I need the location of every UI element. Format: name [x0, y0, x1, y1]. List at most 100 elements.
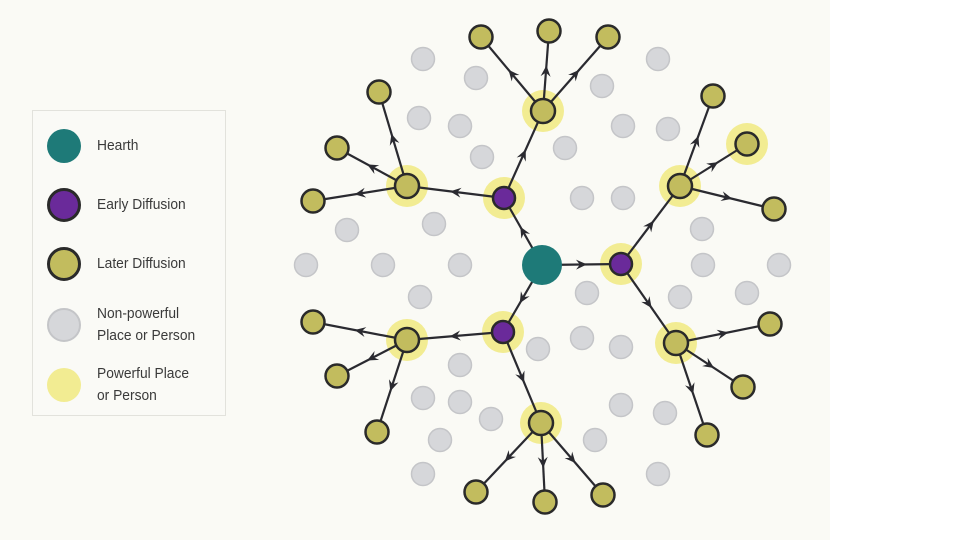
- non-powerful-node: [447, 252, 473, 278]
- arrow-head-icon: [575, 259, 587, 270]
- arrow-head-icon: [564, 451, 576, 464]
- later-diffusion-node: [366, 79, 392, 105]
- early-diffusion-node: [490, 319, 516, 345]
- arrow-head-icon: [716, 329, 729, 340]
- arrow-head-icon: [702, 357, 715, 369]
- arrow-head-icon: [537, 456, 548, 468]
- non-powerful-node: [610, 185, 636, 211]
- non-powerful-node: [734, 280, 760, 306]
- arrow-head-icon: [515, 370, 525, 383]
- later-diffusion-node: [300, 309, 326, 335]
- arrow-head-icon: [689, 135, 700, 148]
- non-powerful-node: [589, 73, 615, 99]
- non-powerful-node: [689, 216, 715, 242]
- non-powerful-node: [552, 135, 578, 161]
- arrow-head-icon: [508, 69, 520, 82]
- early-diffusion-node: [608, 251, 634, 277]
- arrow-head-icon: [516, 149, 526, 162]
- non-powerful-node: [447, 389, 473, 415]
- arrow-head-icon: [685, 382, 695, 395]
- non-powerful-node: [410, 385, 436, 411]
- non-powerful-node: [645, 461, 671, 487]
- diffusion-network: [293, 18, 792, 515]
- arrow-head-icon: [706, 162, 719, 173]
- hearth-node: [522, 245, 562, 285]
- later-diffusion-node: [666, 172, 694, 200]
- later-diffusion-node: [590, 482, 616, 508]
- hearth-swatch-icon: [47, 129, 81, 163]
- later-diffusion-node: [463, 479, 489, 505]
- arrow-head-icon: [354, 327, 367, 337]
- arrow-head-icon: [450, 187, 462, 198]
- later-diffusion-node: [734, 131, 760, 157]
- arrow-head-icon: [641, 296, 652, 309]
- non-powerful-node: [463, 65, 489, 91]
- legend-item-early-diffusion: Early Diffusion: [47, 188, 193, 222]
- non-powerful-node: [478, 406, 504, 432]
- arrow-head-icon: [388, 379, 399, 392]
- later-diffusion-node: [300, 188, 326, 214]
- powerful-swatch-icon: [47, 368, 81, 402]
- arrow-head-icon: [643, 220, 654, 233]
- later-diffusion-node: [761, 196, 787, 222]
- non-powerful-node: [370, 252, 396, 278]
- legend-label: Hearth: [97, 137, 139, 154]
- non-powerful-node: [574, 280, 600, 306]
- non-powerful-node: [427, 427, 453, 453]
- legend-label: Powerful Place or Person: [97, 365, 190, 404]
- non-powerful-node: [447, 113, 473, 139]
- legend-item-hearth: Hearth: [47, 129, 142, 163]
- later-diffusion-node: [694, 422, 720, 448]
- legend-item-later-diffusion: Later Diffusion: [47, 247, 193, 281]
- legend-label: Early Diffusion: [97, 196, 186, 213]
- legend: Hearth Early Diffusion Later Diffusion N…: [32, 110, 226, 416]
- arrow-head-icon: [354, 187, 367, 198]
- later-diffusion-node: [393, 172, 421, 200]
- arrow-head-icon: [367, 164, 380, 175]
- arrow-head-icon: [720, 191, 733, 202]
- arrow-head-icon: [449, 330, 461, 341]
- non-powerful-node: [569, 185, 595, 211]
- non-powerful-node: [766, 252, 792, 278]
- non-powerful-node: [690, 252, 716, 278]
- non-powerful-node: [667, 284, 693, 310]
- later-diffusion-swatch-icon: [47, 247, 81, 281]
- non-powerful-node: [293, 252, 319, 278]
- later-diffusion-node: [757, 311, 783, 337]
- later-diffusion-node: [527, 409, 555, 437]
- legend-label: Non-powerful Place or Person: [97, 305, 196, 344]
- later-diffusion-node: [662, 329, 690, 357]
- arrow-head-icon: [519, 291, 530, 304]
- later-diffusion-node: [364, 419, 390, 445]
- non-powerful-node: [447, 352, 473, 378]
- later-diffusion-node: [529, 97, 557, 125]
- non-powerful-node: [334, 217, 360, 243]
- later-diffusion-node: [468, 24, 494, 50]
- later-diffusion-node: [730, 374, 756, 400]
- arrow-head-icon: [568, 69, 580, 82]
- non-powerful-node: [469, 144, 495, 170]
- legend-label: Later Diffusion: [97, 255, 186, 272]
- early-diffusion-swatch-icon: [47, 188, 81, 222]
- non-powerful-node: [410, 46, 436, 72]
- legend-item-non-powerful: Non-powerful Place or Person: [47, 303, 204, 347]
- non-powerful-node: [582, 427, 608, 453]
- non-powerful-node: [410, 461, 436, 487]
- arrow-head-icon: [504, 450, 516, 462]
- legend-item-powerful: Powerful Place or Person: [47, 363, 197, 407]
- non-powerful-node: [406, 105, 432, 131]
- non-powerful-node: [652, 400, 678, 426]
- early-diffusion-node: [491, 185, 517, 211]
- arrow-head-icon: [520, 226, 531, 239]
- later-diffusion-node: [393, 326, 421, 354]
- later-diffusion-node: [700, 83, 726, 109]
- non-powerful-node: [608, 334, 634, 360]
- non-powerful-node: [645, 46, 671, 72]
- later-diffusion-node: [324, 135, 350, 161]
- non-powerful-node: [569, 325, 595, 351]
- later-diffusion-node: [595, 24, 621, 50]
- later-diffusion-node: [532, 489, 558, 515]
- non-powerful-node: [655, 116, 681, 142]
- arrow-head-icon: [389, 133, 400, 146]
- later-diffusion-node: [324, 363, 350, 389]
